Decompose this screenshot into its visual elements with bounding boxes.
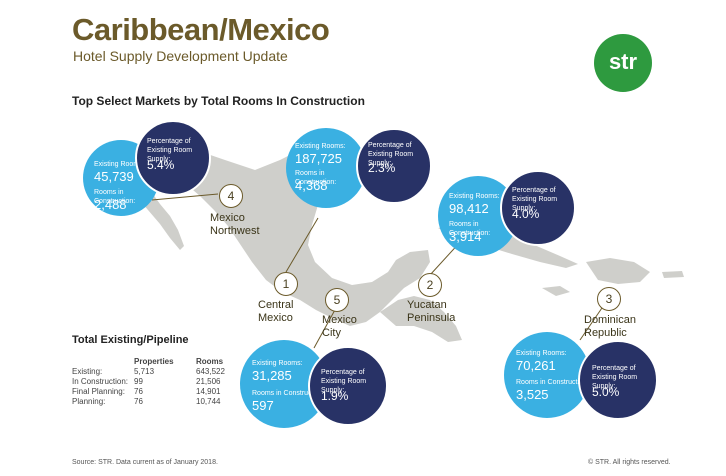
central-america-shape: [380, 296, 462, 342]
market-1-name: Central Mexico: [258, 299, 293, 325]
market-4-percentage-circle: Percentage of Existing Room Supply: 5.4%: [135, 120, 211, 196]
market-1-name-line1: Central: [258, 299, 294, 311]
percentage-label: Percentage of Existing Room Supply:: [592, 365, 638, 390]
market-4-name-line2: Northwest: [210, 225, 260, 237]
construction-label: Rooms in Construction:: [449, 221, 491, 237]
percentage-value: 5.4%: [147, 158, 175, 172]
table-header-row: Properties Rooms: [72, 357, 225, 367]
percentage-label: Percentage of Existing Room Supply:: [147, 138, 193, 163]
construction-label: Rooms in Construction:: [516, 379, 589, 386]
table-cell: 76: [134, 387, 143, 396]
str-logo: str: [594, 34, 652, 92]
market-2-existing-circle: Existing Rooms: 98,412 Rooms in Construc…: [438, 176, 518, 256]
percentage-label: Percentage of Existing Room Supply:: [321, 369, 367, 394]
jamaica-shape: [542, 286, 570, 296]
table-cell: Final Planning:: [72, 387, 125, 396]
table-cell: 10,744: [196, 397, 221, 406]
table-cell: 643,522: [196, 367, 225, 376]
construction-value: 597: [252, 398, 274, 413]
existing-value: 98,412: [449, 201, 489, 216]
market-4-name: Mexico Northwest: [210, 212, 260, 238]
market-2-name-line2: Peninsula: [407, 312, 456, 324]
market-1-name-line2: Mexico: [258, 312, 293, 324]
construction-value: 3,525: [516, 387, 549, 402]
percentage-value: 4.0%: [512, 207, 540, 221]
connector-line-1: [285, 217, 319, 273]
pipeline-title: Total Existing/Pipeline: [72, 334, 189, 346]
table-header-cell: Properties: [134, 357, 174, 366]
existing-label: Existing Rooms:: [94, 161, 145, 168]
table-cell: Planning:: [72, 397, 106, 406]
hispaniola-shape: [586, 258, 650, 284]
market-5-existing-circle: Existing Rooms: 31,285 Rooms in Construc…: [240, 340, 328, 428]
construction-value: 2,488: [94, 197, 127, 212]
percentage-value: 2.3%: [368, 161, 396, 175]
market-1-rank-badge: 1: [274, 272, 298, 296]
market-2-percentage-circle: Percentage of Existing Room Supply: 4.0%: [500, 170, 576, 246]
percentage-value: 1.9%: [321, 389, 349, 403]
table-header-cell: Rooms: [196, 357, 224, 366]
market-5-name-line1: Mexico: [322, 314, 357, 326]
existing-value: 31,285: [252, 368, 292, 383]
existing-value: 45,739: [94, 169, 134, 184]
construction-label: Rooms in Construction:: [94, 189, 136, 205]
table-cell: 21,506: [196, 377, 221, 386]
table-row: Planning: 76 10,744: [72, 397, 225, 407]
page-subtitle: Hotel Supply Development Update: [73, 48, 288, 64]
table-cell: 76: [134, 397, 143, 406]
existing-label: Existing Rooms:: [252, 360, 303, 367]
existing-label: Existing Rooms:: [516, 350, 567, 357]
pipeline-table: Properties Rooms Existing: 5,713 643,522…: [72, 357, 225, 407]
market-5-name-line2: City: [322, 327, 341, 339]
market-3-name: Dominican Republic: [584, 314, 636, 340]
table-cell: 5,713: [134, 367, 155, 376]
market-2-rank-badge: 2: [418, 273, 442, 297]
market-3-existing-circle: Existing Rooms: 70,261 Rooms in Construc…: [504, 332, 590, 418]
market-5-rank-badge: 5: [325, 288, 349, 312]
construction-value: 4,368: [295, 178, 328, 193]
existing-value: 187,725: [295, 151, 342, 166]
connector-line-3: [579, 304, 605, 341]
market-4-rank-badge: 4: [219, 184, 243, 208]
table-header-cell: [72, 357, 134, 367]
construction-label: Rooms in Construction:: [252, 390, 325, 397]
source-note: Source: STR. Data current as of January …: [72, 459, 218, 466]
market-1-existing-circle: Existing Rooms: 187,725 Rooms in Constru…: [286, 128, 366, 208]
table-cell: 99: [134, 377, 143, 386]
market-2-name-line1: Yucatan: [407, 299, 447, 311]
market-3-name-line1: Dominican: [584, 314, 636, 326]
existing-label: Existing Rooms:: [295, 143, 346, 150]
connector-line-5: [313, 307, 337, 349]
existing-value: 70,261: [516, 358, 556, 373]
percentage-value: 5.0%: [592, 385, 620, 399]
construction-label: Rooms in Construction:: [295, 170, 337, 186]
section-title: Top Select Markets by Total Rooms In Con…: [72, 94, 365, 108]
table-row: Existing: 5,713 643,522: [72, 367, 225, 377]
market-3-rank-badge: 3: [597, 287, 621, 311]
connector-line-4: [151, 193, 219, 201]
copyright-note: © STR. All rights reserved.: [588, 459, 671, 466]
market-5-name: Mexico City: [322, 314, 357, 340]
puerto-rico-shape: [662, 271, 684, 278]
page-title: Caribbean/Mexico: [72, 12, 330, 47]
table-row: Final Planning: 76 14,901: [72, 387, 225, 397]
table-cell: In Construction:: [72, 377, 129, 386]
table-cell: 14,901: [196, 387, 221, 396]
percentage-label: Percentage of Existing Room Supply:: [512, 187, 558, 212]
market-2-name: Yucatan Peninsula: [407, 299, 455, 325]
table-row: In Construction: 99 21,506: [72, 377, 225, 387]
market-1-percentage-circle: Percentage of Existing Room Supply: 2.3%: [356, 128, 432, 204]
market-3-name-line2: Republic: [584, 327, 627, 339]
table-cell: Existing:: [72, 367, 103, 376]
existing-label: Existing Rooms:: [449, 193, 500, 200]
market-3-percentage-circle: Percentage of Existing Room Supply: 5.0%: [578, 340, 658, 420]
market-5-percentage-circle: Percentage of Existing Room Supply: 1.9%: [308, 346, 388, 426]
percentage-label: Percentage of Existing Room Supply:: [368, 142, 414, 167]
market-4-name-line1: Mexico: [210, 212, 245, 224]
construction-value: 3,914: [449, 229, 482, 244]
